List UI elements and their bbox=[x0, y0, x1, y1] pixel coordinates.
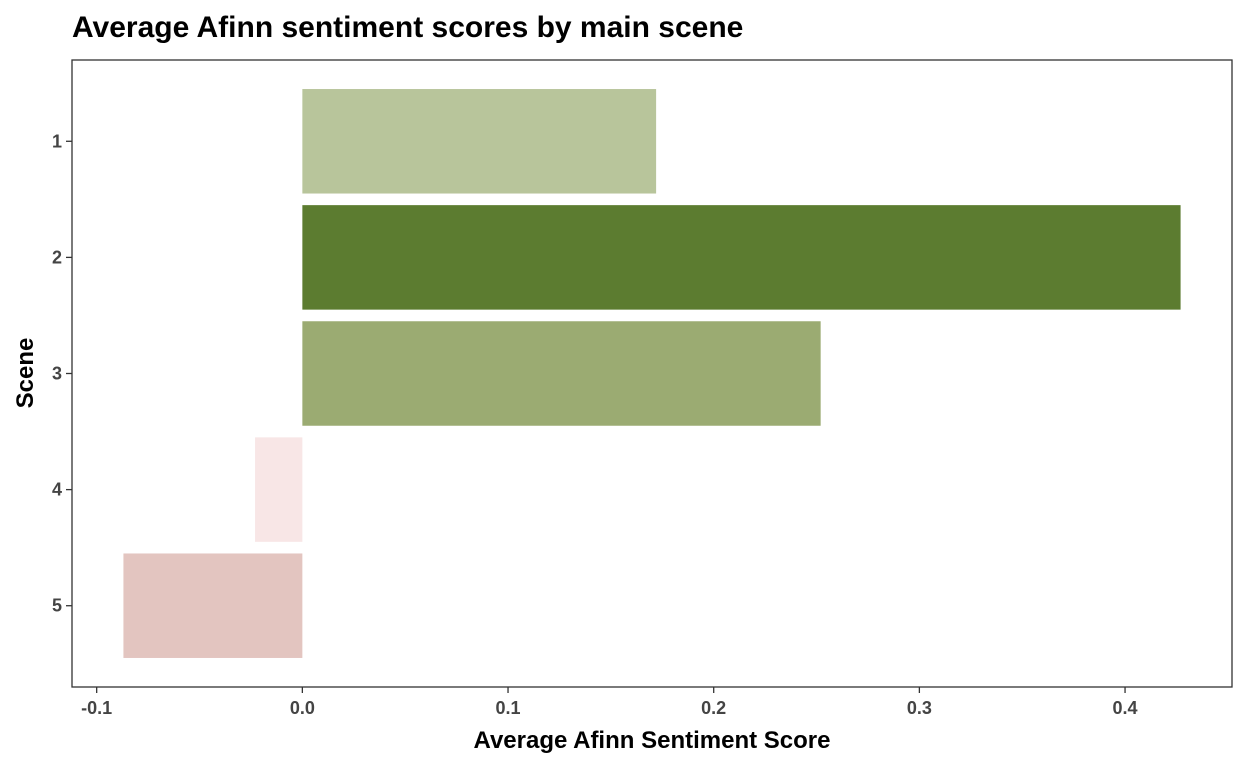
y-tick-label: 2 bbox=[52, 247, 62, 267]
y-tick-label: 1 bbox=[52, 131, 62, 151]
chart-title: Average Afinn sentiment scores by main s… bbox=[72, 11, 743, 44]
y-tick-label: 5 bbox=[52, 596, 62, 616]
bar-scene-3 bbox=[302, 321, 821, 426]
x-axis-title: Average Afinn Sentiment Score bbox=[474, 727, 831, 754]
x-tick-label: 0.0 bbox=[290, 698, 315, 718]
bar-scene-5 bbox=[123, 553, 303, 658]
y-axis: 1 2 3 4 5 bbox=[52, 131, 72, 616]
x-tick-label: 0.3 bbox=[907, 698, 932, 718]
x-tick-label: 0.1 bbox=[496, 698, 521, 718]
x-tick-label: -0.1 bbox=[81, 698, 112, 718]
bar-scene-1 bbox=[302, 89, 657, 194]
x-tick-label: 0.2 bbox=[701, 698, 726, 718]
bar-scene-4 bbox=[255, 437, 303, 542]
bars-group bbox=[123, 89, 1181, 658]
y-tick-label: 3 bbox=[52, 364, 62, 384]
y-tick-label: 4 bbox=[52, 480, 62, 500]
y-axis-title: Scene bbox=[12, 338, 39, 409]
x-axis: -0.1 0.0 0.1 0.2 0.3 0.4 bbox=[81, 687, 1138, 718]
x-tick-label: 0.4 bbox=[1113, 698, 1138, 718]
bar-scene-2 bbox=[302, 205, 1181, 310]
